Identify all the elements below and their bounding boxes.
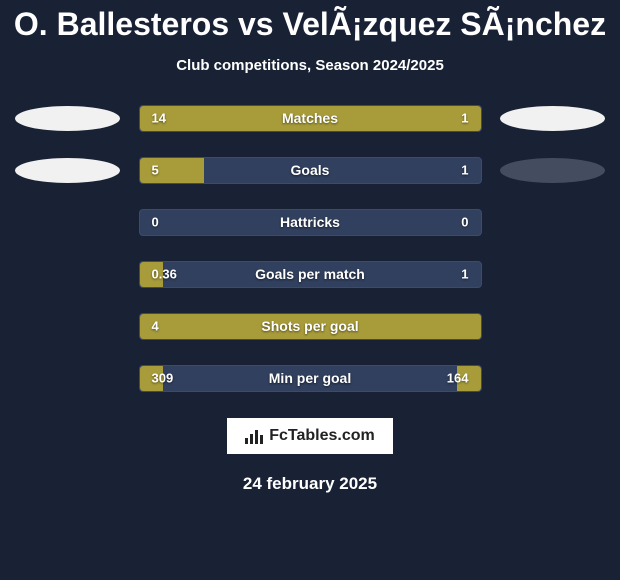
value-right: 1 [461, 111, 468, 126]
metric-label: Goals [291, 162, 330, 178]
player-left-pellet [15, 106, 120, 131]
metric-label: Shots per goal [261, 318, 358, 334]
value-left: 309 [152, 371, 174, 386]
player-right-pellet [500, 158, 605, 183]
value-left: 0 [152, 215, 159, 230]
value-right: 164 [447, 371, 469, 386]
chart-icon [245, 428, 263, 444]
value-right: 0 [461, 215, 468, 230]
bar-track: 309 164 Min per goal [139, 365, 482, 392]
metric-label: Hattricks [280, 214, 340, 230]
date-label: 24 february 2025 [243, 474, 377, 494]
metric-row: 5 1 Goals [10, 156, 610, 184]
bar-track: 0 0 Hattricks [139, 209, 482, 236]
metric-label: Goals per match [255, 266, 365, 282]
metric-row: 14 1 Matches [10, 104, 610, 132]
player-right-pellet [500, 106, 605, 131]
metric-label: Min per goal [269, 370, 351, 386]
metric-row: 309 164 Min per goal [10, 364, 610, 392]
value-left: 4 [152, 319, 159, 334]
value-left: 5 [152, 163, 159, 178]
bar-left-fill [140, 158, 205, 183]
metric-row: 4 Shots per goal [10, 312, 610, 340]
logo-text: FcTables.com [269, 427, 375, 445]
bar-track: 4 Shots per goal [139, 313, 482, 340]
value-left: 0.36 [152, 267, 177, 282]
bar-track: 14 1 Matches [139, 105, 482, 132]
bar-left-fill [140, 106, 403, 131]
value-right: 1 [461, 163, 468, 178]
bar-right-fill [402, 106, 480, 131]
subtitle: Club competitions, Season 2024/2025 [176, 57, 444, 74]
page-title: O. Ballesteros vs VelÃ¡zquez SÃ¡nchez [14, 6, 606, 43]
metrics-container: 14 1 Matches 5 1 Goals 0 0 Hattricks 0.36 1 Goals p… [10, 104, 610, 416]
bar-track: 0.36 1 Goals per match [139, 261, 482, 288]
value-right: 1 [461, 267, 468, 282]
metric-row: 0.36 1 Goals per match [10, 260, 610, 288]
metric-row: 0 0 Hattricks [10, 208, 610, 236]
metric-label: Matches [282, 110, 338, 126]
bar-track: 5 1 Goals [139, 157, 482, 184]
player-left-pellet [15, 158, 120, 183]
comparison-infographic: O. Ballesteros vs VelÃ¡zquez SÃ¡nchez Cl… [0, 0, 620, 494]
fctables-logo: FcTables.com [227, 418, 393, 454]
value-left: 14 [152, 111, 166, 126]
